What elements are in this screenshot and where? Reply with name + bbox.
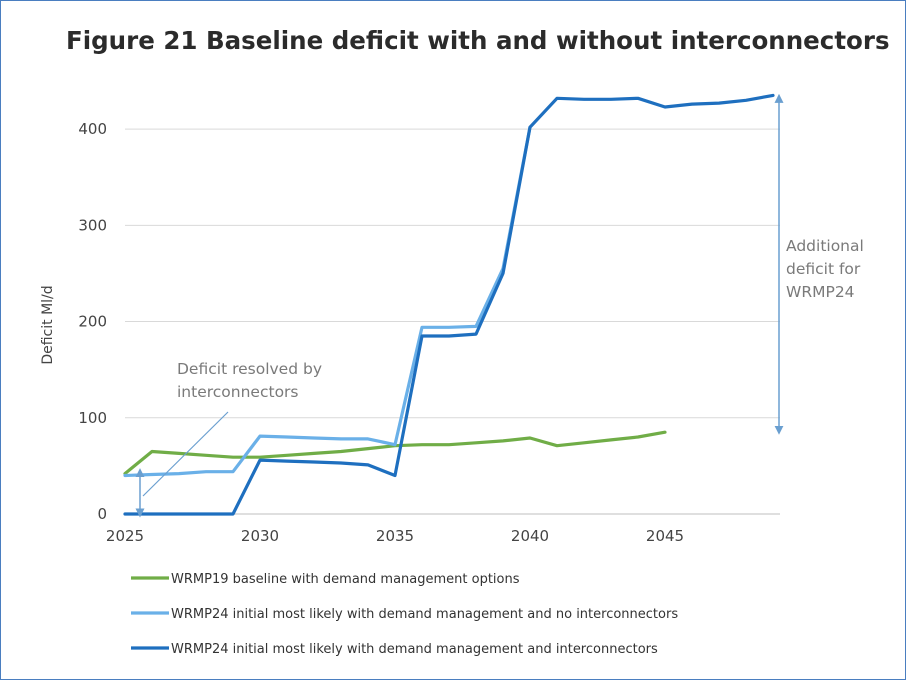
y-axis-label: Deficit Ml/d [40,285,56,364]
y-tick-label: 200 [78,313,107,331]
y-tick-label: 100 [78,409,107,427]
annotation-line: interconnectors [177,383,299,401]
annotation-line: WRMP24 [786,283,855,301]
annotation-additional-text: Additional deficit for WRMP24 [786,237,864,301]
y-tick-label: 400 [78,120,107,138]
series-line-3 [123,93,775,516]
series-line-2 [123,125,532,478]
x-tick-label: 2045 [646,527,684,545]
y-tick-label: 300 [78,216,107,234]
annotation-line: Deficit resolved by [177,360,322,378]
series-lines [123,93,775,516]
annotation-resolved-text: Deficit resolved by interconnectors [177,360,322,401]
x-tick-label: 2030 [241,527,279,545]
legend-label-3: WRMP24 initial most likely with demand m… [171,642,658,657]
x-tick-label: 2035 [376,527,414,545]
gridlines: 0 100 200 300 400 [78,120,780,523]
annotations: Deficit resolved by interconnectors Additi… [135,93,864,518]
axes: 2025 2030 2035 2040 2045 [106,513,780,545]
annotation-line: Additional [786,237,864,255]
annotation-leader-line [142,411,229,497]
y-tick-label: 0 [97,505,107,523]
chart-title: Figure 21 Baseline deficit with and with… [66,26,890,55]
legend-label-2: WRMP24 initial most likely with demand m… [171,607,678,622]
x-tick-label: 2025 [106,527,144,545]
legend: WRMP19 baseline with demand management o… [131,572,678,657]
x-tick-label: 2040 [511,527,549,545]
legend-label-1: WRMP19 baseline with demand management o… [171,572,520,587]
annotation-line: deficit for [786,260,861,278]
